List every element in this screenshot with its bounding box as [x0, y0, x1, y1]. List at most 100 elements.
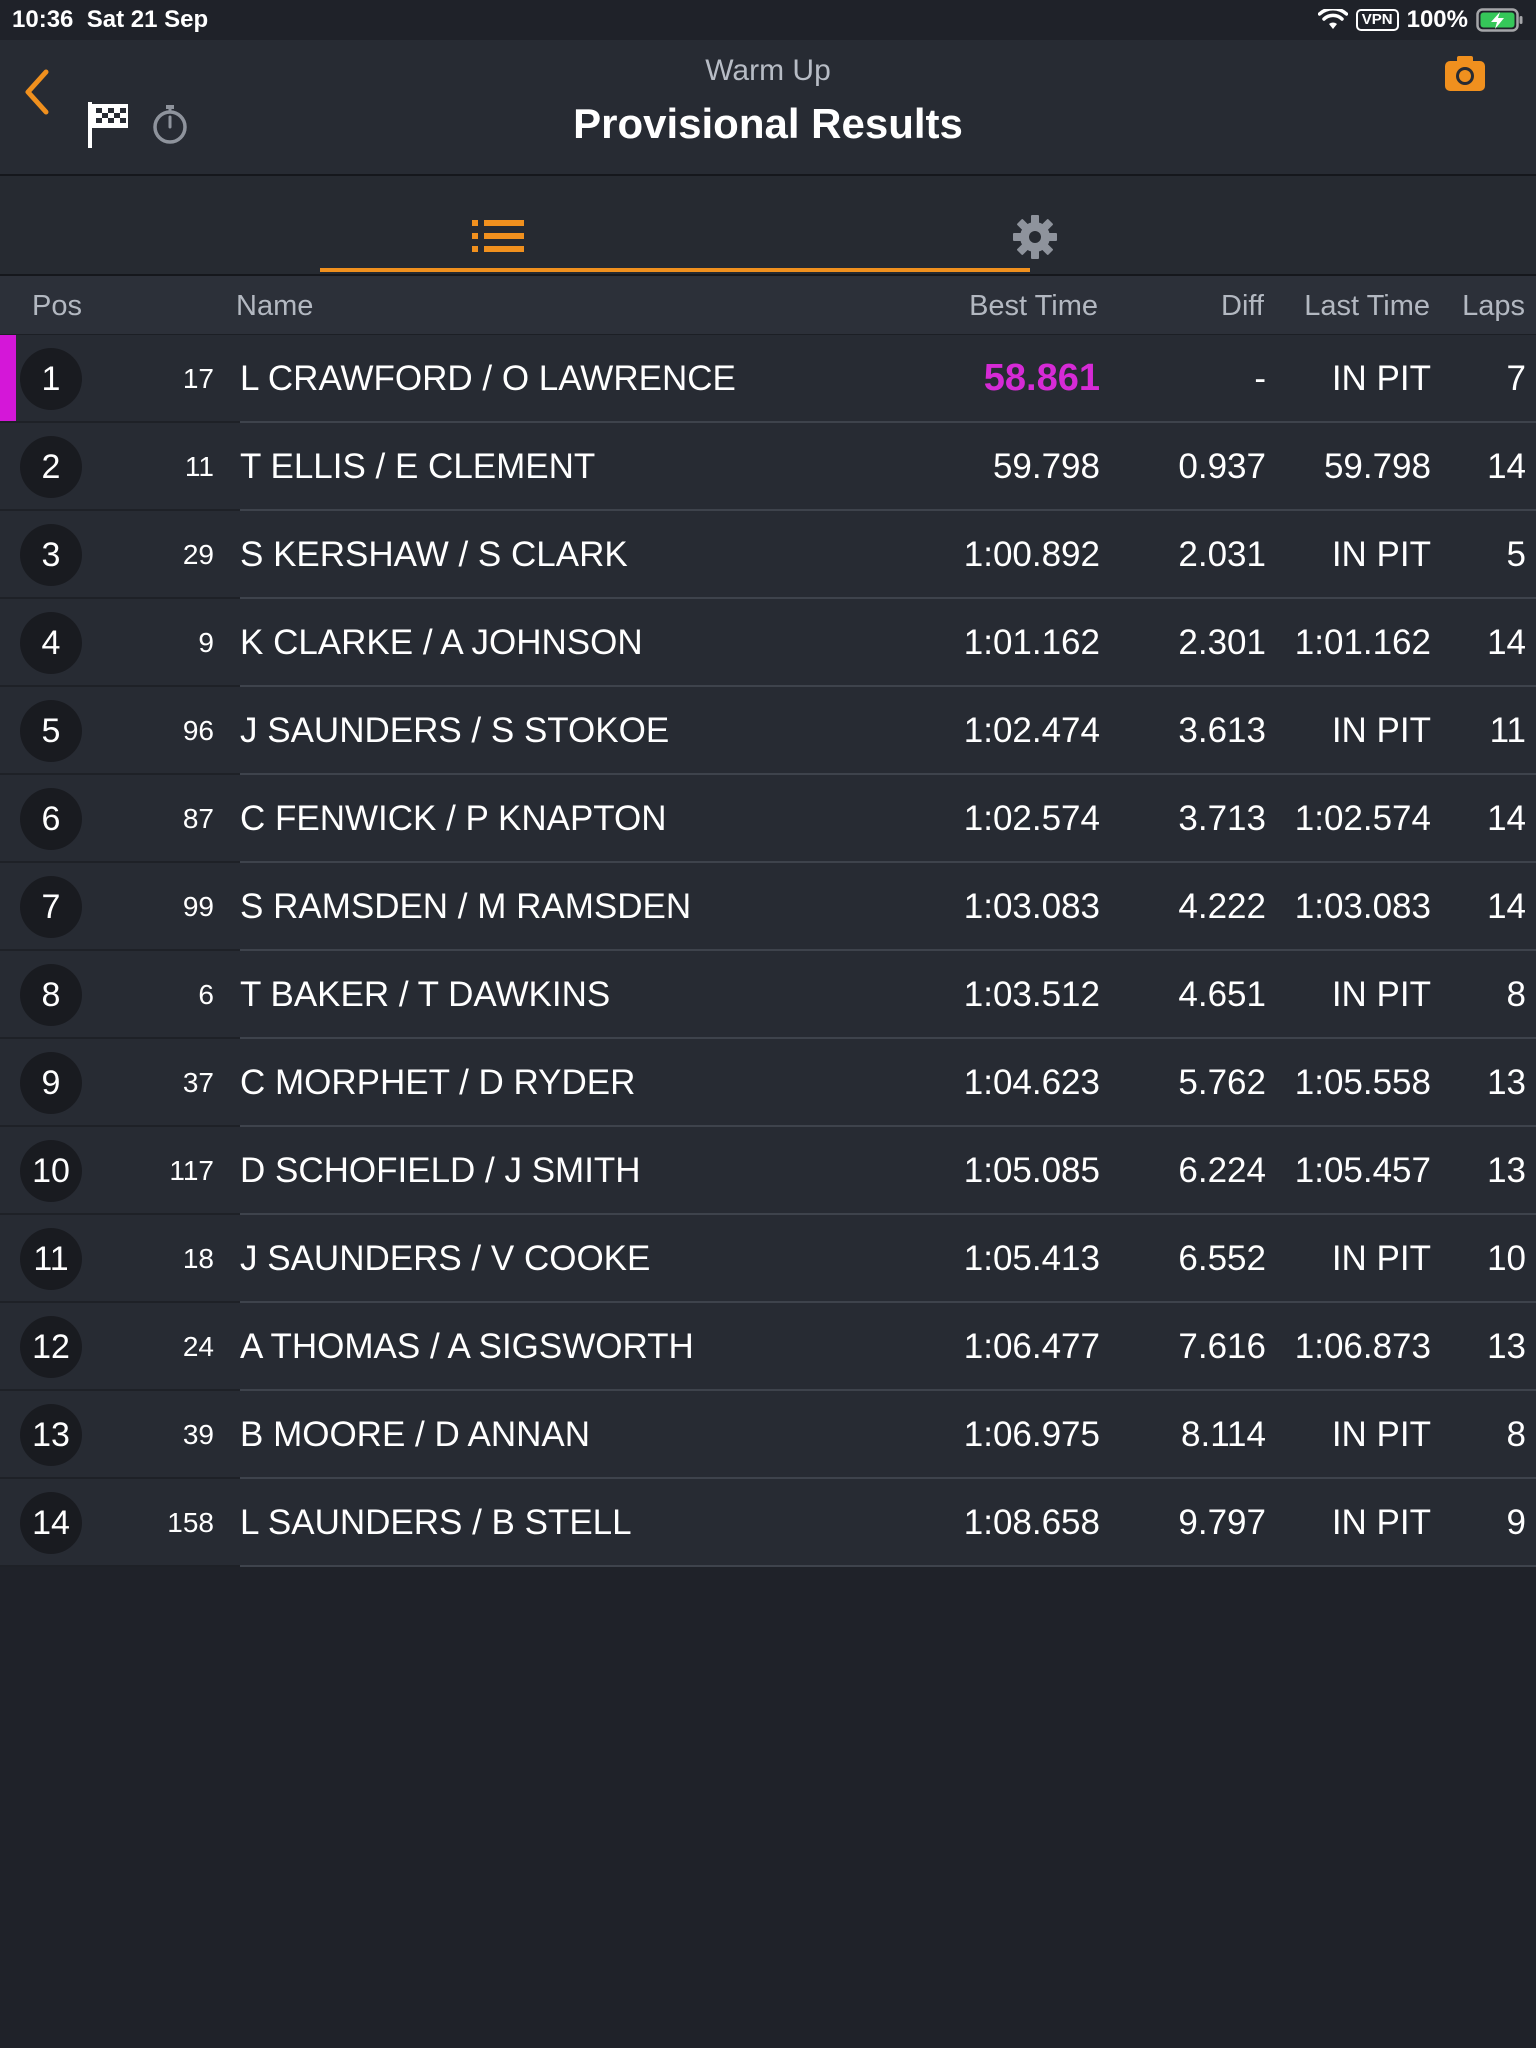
driver-names: A THOMAS / A SIGSWORTH	[240, 1327, 694, 1366]
lap-count: 14	[1487, 887, 1526, 926]
last-time: 1:02.574	[1294, 799, 1431, 838]
status-date: Sat 21 Sep	[86, 6, 209, 33]
gap-diff: 4.651	[1178, 975, 1266, 1014]
row-divider	[240, 1037, 1536, 1039]
table-row[interactable]: 11 18 J SAUNDERS / V COOKE 1:05.413 6.552 IN …	[0, 1215, 1536, 1303]
position-badge: 2	[20, 436, 82, 498]
row-divider-left	[0, 949, 240, 951]
back-chevron-icon[interactable]	[18, 60, 58, 120]
lap-count: 13	[1487, 1327, 1526, 1366]
table-row[interactable]: 2 11 T ELLIS / E CLEMENT 59.798 0.937 59.798 1…	[0, 423, 1536, 511]
position-badge: 13	[20, 1404, 82, 1466]
position-badge: 4	[20, 612, 82, 674]
lap-count: 5	[1506, 535, 1526, 574]
table-row[interactable]: 9 37 C MORPHET / D RYDER 1:04.623 5.762 1:05.…	[0, 1039, 1536, 1127]
car-number: 24	[182, 1331, 214, 1362]
tab-bar	[0, 176, 1536, 276]
table-row[interactable]: 10 117 D SCHOFIELD / J SMITH 1:05.085 6.224 1…	[0, 1127, 1536, 1215]
position-badge: 6	[20, 788, 82, 850]
fastest-lap-marker	[0, 335, 16, 421]
last-time: IN PIT	[1331, 1239, 1431, 1278]
car-number: 99	[182, 891, 214, 922]
position-badge: 8	[20, 964, 82, 1026]
table-row[interactable]: 6 87 C FENWICK / P KNAPTON 1:02.574 3.713 1:0…	[0, 775, 1536, 863]
camera-icon[interactable]	[1443, 54, 1487, 94]
row-divider	[240, 1389, 1536, 1391]
best-time: 58.861	[983, 357, 1100, 399]
status-time-date: 10:36 Sat 21 Sep	[12, 6, 208, 34]
last-time: IN PIT	[1331, 535, 1431, 574]
best-time: 1:00.892	[963, 535, 1100, 574]
table-row[interactable]: 13 39 B MOORE / D ANNAN 1:06.975 8.114 IN PIT…	[0, 1391, 1536, 1479]
col-pos[interactable]: Pos	[32, 290, 82, 322]
car-number: 37	[182, 1067, 214, 1098]
col-laps[interactable]: Laps	[1462, 290, 1525, 322]
position-badge: 5	[20, 700, 82, 762]
row-divider-left	[0, 1477, 240, 1479]
col-name[interactable]: Name	[236, 290, 314, 322]
position-badge: 7	[20, 876, 82, 938]
driver-names: T BAKER / T DAWKINS	[240, 975, 611, 1014]
car-number: 6	[198, 979, 214, 1010]
wifi-icon	[1317, 9, 1348, 29]
table-row[interactable]: 7 99 S RAMSDEN / M RAMSDEN 1:03.083 4.222 1:0…	[0, 863, 1536, 951]
col-best-time[interactable]: Best Time	[969, 290, 1098, 322]
gap-diff: 4.222	[1178, 887, 1266, 926]
row-divider-left	[0, 1037, 240, 1039]
session-subtitle: Warm Up	[705, 54, 831, 87]
stopwatch-icon[interactable]	[150, 102, 190, 146]
lap-count: 14	[1487, 623, 1526, 662]
driver-names: C FENWICK / P KNAPTON	[240, 799, 667, 838]
table-row[interactable]: 3 29 S KERSHAW / S CLARK 1:00.892 2.031 IN PI…	[0, 511, 1536, 599]
table-row[interactable]: 1 17 L CRAWFORD / O LAWRENCE 58.861 - IN PIT 7	[0, 335, 1536, 423]
row-divider	[240, 509, 1536, 511]
best-time: 1:05.085	[963, 1151, 1100, 1190]
lap-count: 13	[1487, 1063, 1526, 1102]
gap-diff: 7.616	[1178, 1327, 1266, 1366]
row-divider-left	[0, 685, 240, 687]
gap-diff: 2.031	[1178, 535, 1266, 574]
car-number: 158	[167, 1507, 214, 1538]
row-divider-left	[0, 597, 240, 599]
driver-names: L CRAWFORD / O LAWRENCE	[240, 359, 736, 398]
car-number: 96	[182, 715, 214, 746]
best-time: 1:04.623	[963, 1063, 1100, 1102]
last-time: 59.798	[1323, 447, 1431, 486]
lap-count: 8	[1506, 975, 1526, 1014]
table-row[interactable]: 8 6 T BAKER / T DAWKINS 1:03.512 4.651 IN PIT…	[0, 951, 1536, 1039]
battery-charging-icon	[1476, 8, 1523, 32]
row-divider-left	[0, 1213, 240, 1215]
header-bar: Warm Up Provisional Results	[0, 40, 1536, 176]
col-last-time[interactable]: Last Time	[1304, 290, 1430, 322]
row-divider	[240, 1125, 1536, 1127]
status-bar: 10:36 Sat 21 Sep VPN 100%	[0, 0, 1536, 40]
checkered-flag-icon[interactable]	[86, 100, 130, 150]
best-time: 1:02.474	[963, 711, 1100, 750]
table-row[interactable]: 12 24 A THOMAS / A SIGSWORTH 1:06.477 7.616 1…	[0, 1303, 1536, 1391]
vpn-badge: VPN	[1355, 9, 1399, 31]
last-time: 1:03.083	[1294, 887, 1431, 926]
col-diff[interactable]: Diff	[1221, 290, 1264, 322]
last-time: IN PIT	[1331, 1503, 1431, 1542]
lap-count: 8	[1506, 1415, 1526, 1454]
table-row[interactable]: 4 9 K CLARKE / A JOHNSON 1:01.162 2.301 1:01.…	[0, 599, 1536, 687]
table-row[interactable]: 5 96 J SAUNDERS / S STOKOE 1:02.474 3.613 IN …	[0, 687, 1536, 775]
gap-diff: 9.797	[1178, 1503, 1266, 1542]
row-divider	[240, 1477, 1536, 1479]
row-divider-left	[0, 1125, 240, 1127]
last-time: 1:05.558	[1294, 1063, 1431, 1102]
best-time: 1:06.975	[963, 1415, 1100, 1454]
driver-names: S KERSHAW / S CLARK	[240, 535, 628, 574]
car-number: 9	[198, 627, 214, 658]
row-divider-left	[0, 773, 240, 775]
driver-names: T ELLIS / E CLEMENT	[240, 447, 596, 486]
row-divider	[240, 685, 1536, 687]
table-row[interactable]: 14 158 L SAUNDERS / B STELL 1:08.658 9.797 IN…	[0, 1479, 1536, 1567]
best-time: 1:05.413	[963, 1239, 1100, 1278]
car-number: 117	[169, 1155, 214, 1186]
row-divider	[240, 1565, 1536, 1567]
row-divider	[240, 949, 1536, 951]
list-icon[interactable]	[470, 218, 526, 254]
gear-icon[interactable]	[1012, 214, 1058, 260]
driver-names: J SAUNDERS / S STOKOE	[240, 711, 670, 750]
